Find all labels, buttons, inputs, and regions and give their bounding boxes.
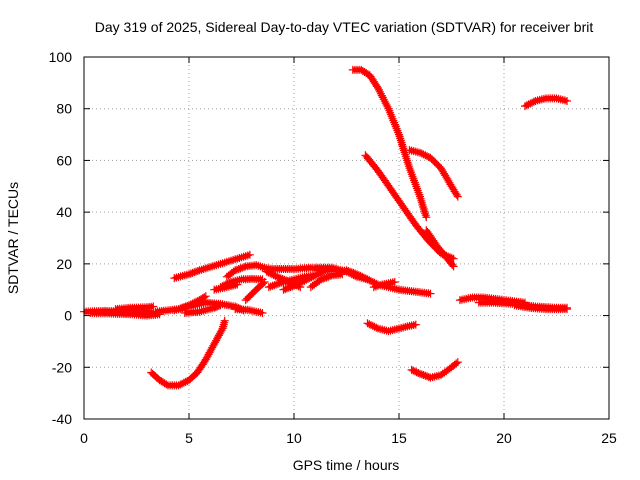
y-tick-label: 20 bbox=[56, 256, 72, 272]
series-arc-02 bbox=[111, 302, 158, 314]
series-arc-10 bbox=[222, 261, 269, 281]
series-line bbox=[149, 320, 228, 388]
data-point-markers bbox=[348, 65, 431, 222]
y-tick-label: -20 bbox=[52, 359, 72, 375]
y-tick-label: -40 bbox=[52, 411, 72, 427]
data-point-markers bbox=[222, 261, 269, 281]
x-tick-label: 20 bbox=[496, 430, 512, 446]
series-arc-03 bbox=[86, 309, 164, 320]
data-point-markers bbox=[405, 146, 462, 201]
axis-ticks: 0 5 10 15 20 25 -40 -20 0 20 40 60 80 100 bbox=[49, 49, 617, 446]
y-tick-label: 80 bbox=[56, 101, 72, 117]
data-point-markers bbox=[86, 309, 164, 320]
y-tick-label: 40 bbox=[56, 204, 72, 220]
chart-title: Day 319 of 2025, Sidereal Day-to-day VTE… bbox=[95, 19, 594, 35]
series-arc-09 bbox=[170, 250, 254, 283]
series-arc-24 bbox=[405, 146, 462, 201]
series-arc-08 bbox=[147, 316, 229, 390]
series-arc-30 bbox=[510, 301, 571, 314]
data-point-markers bbox=[111, 302, 158, 314]
x-tick-label: 15 bbox=[391, 430, 407, 446]
series-arc-31 bbox=[521, 94, 571, 111]
data-point-markers bbox=[510, 301, 571, 314]
series-arc-26 bbox=[363, 319, 420, 336]
data-point-markers bbox=[180, 301, 225, 317]
series-arc-06 bbox=[231, 305, 267, 317]
series-arc-16 bbox=[264, 271, 319, 292]
plot-frame bbox=[83, 56, 610, 420]
series-arc-12 bbox=[210, 280, 242, 294]
series-arc-05 bbox=[170, 298, 248, 315]
y-tick-label: 100 bbox=[49, 49, 73, 65]
series-arc-21 bbox=[369, 278, 399, 292]
y-tick-label: 60 bbox=[56, 152, 72, 168]
data-point-markers bbox=[521, 94, 571, 111]
y-axis-label: SDTVAR / TECUs bbox=[5, 182, 21, 294]
data-point-markers bbox=[170, 250, 254, 283]
x-tick-label: 10 bbox=[286, 430, 302, 446]
data-series bbox=[80, 65, 571, 390]
y-tick-label: 0 bbox=[64, 308, 72, 324]
series-arc-13 bbox=[241, 278, 269, 305]
gridlines bbox=[84, 57, 609, 419]
x-tick-label: 5 bbox=[185, 430, 193, 446]
x-tick-label: 25 bbox=[601, 430, 617, 446]
data-point-markers bbox=[210, 280, 242, 294]
data-point-markers bbox=[363, 319, 420, 336]
data-point-markers bbox=[369, 278, 399, 292]
data-point-markers bbox=[407, 358, 462, 382]
series-arc-22 bbox=[348, 65, 431, 222]
series-arc-07 bbox=[180, 301, 225, 317]
series-arc-27 bbox=[407, 358, 462, 382]
x-tick-label: 0 bbox=[80, 430, 88, 446]
data-point-markers bbox=[147, 316, 229, 390]
series-arc-25 bbox=[422, 226, 458, 271]
data-point-markers bbox=[231, 305, 267, 317]
x-axis-label: GPS time / hours bbox=[293, 457, 400, 473]
data-point-markers bbox=[422, 226, 458, 271]
data-point-markers bbox=[241, 278, 269, 305]
series-line bbox=[352, 67, 429, 218]
